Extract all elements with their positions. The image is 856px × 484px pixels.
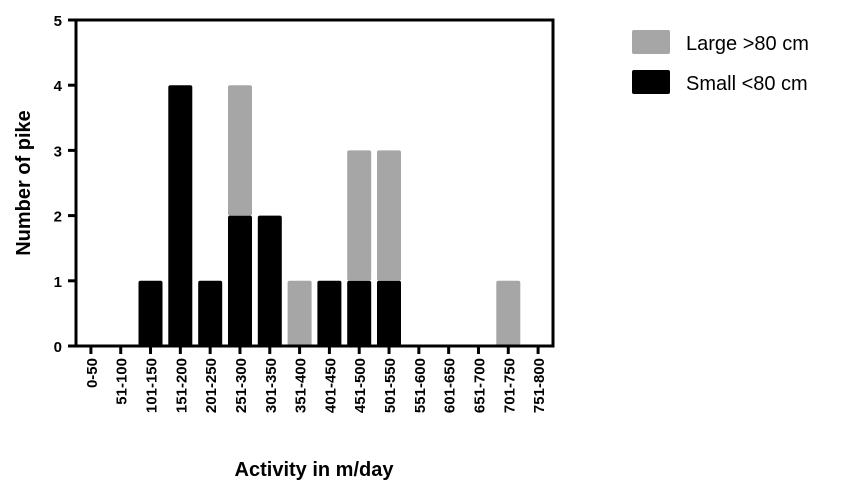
legend: Large >80 cm Small <80 cm [632,30,809,95]
x-axis: 0-50 51-100 101-150 151-200 201-250 251-300 30… [84,346,548,413]
bar-large-701-750 [496,280,521,346]
x-tick-label: 451-500 [352,358,369,413]
bar-small-451-500 [347,280,372,346]
y-axis: 0 1 2 3 4 5 [54,13,76,356]
bar-large-501-550 [377,150,401,281]
bar-small-251-300 [228,215,252,346]
legend-swatch-small [632,70,670,94]
y-tick-label: 0 [54,339,62,356]
legend-swatch-large [632,30,670,54]
x-tick-label: 701-750 [501,358,518,413]
bar-small-151-200 [168,85,193,346]
x-tick-label: 401-450 [322,358,339,413]
bar-small-501-550 [377,280,401,346]
x-tick-label: 201-250 [203,358,220,413]
bar-small-401-450 [317,280,342,346]
x-tick-label: 251-300 [233,358,250,413]
bar-large-251-300 [228,85,252,216]
y-tick-label: 2 [54,209,62,226]
y-tick-label: 5 [54,13,62,30]
x-tick-label: 301-350 [263,358,280,413]
plot-frame [74,18,555,348]
x-tick-label: 751-800 [531,358,548,413]
x-tick-label: 651-700 [472,358,489,413]
x-tick-label: 151-200 [173,358,190,413]
x-tick-label: 501-550 [382,358,399,413]
x-tick-label: 51-100 [114,358,131,405]
bar-small-101-150 [138,280,163,346]
bar-large-351-400 [287,280,312,346]
bar-small-301-350 [257,215,282,346]
bars-layer [138,85,521,346]
x-tick-label: 0-50 [84,358,101,388]
x-axis-title: Activity in m/day [235,459,395,481]
y-axis-title: Number of pike [13,110,35,256]
y-tick-label: 3 [54,143,62,160]
x-tick-label: 351-400 [293,358,310,413]
y-tick-label: 1 [54,274,62,291]
x-tick-label: 101-150 [144,358,161,413]
y-tick-label: 4 [54,78,63,95]
x-tick-label: 551-600 [412,358,429,413]
bar-small-201-250 [198,280,223,346]
bar-large-451-500 [347,150,372,281]
legend-label-large: Large >80 cm [686,33,809,55]
x-tick-label: 601-650 [442,358,459,413]
legend-label-small: Small <80 cm [686,73,808,95]
